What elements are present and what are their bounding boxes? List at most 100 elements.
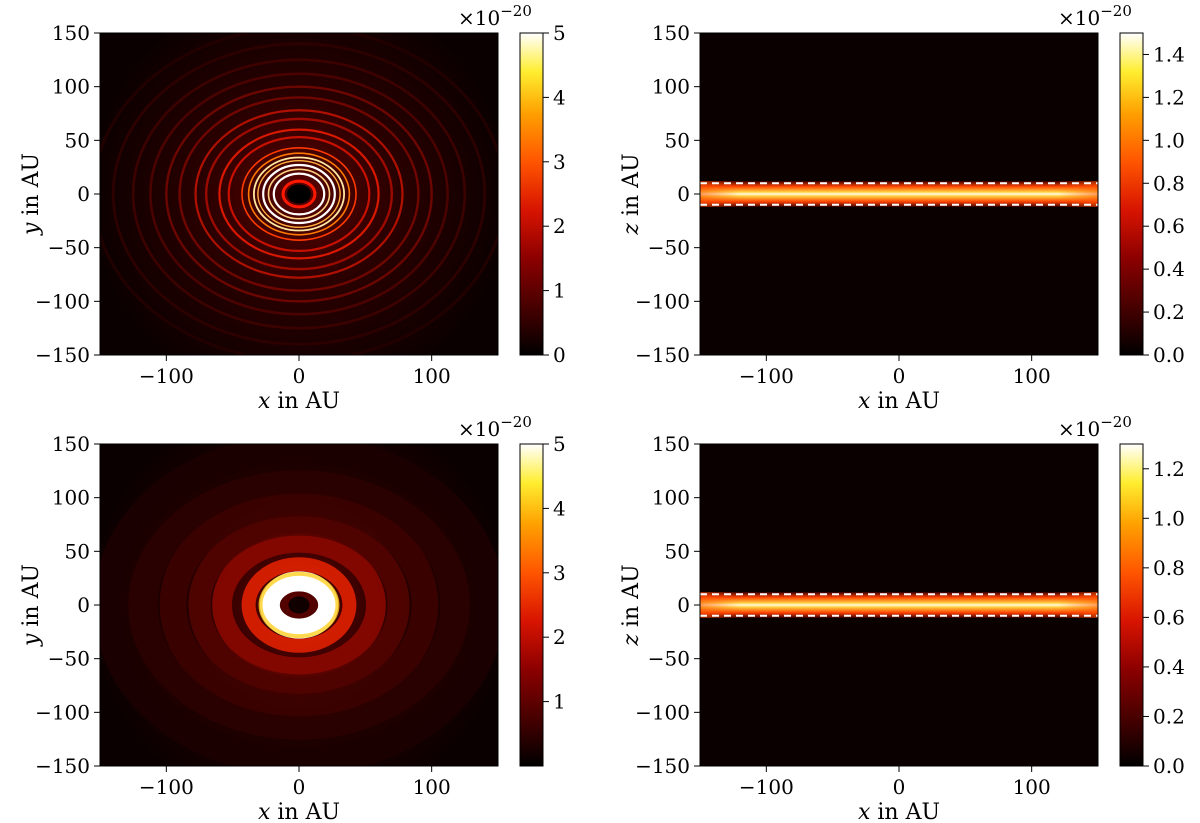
- colorbar-tick-label: 2: [553, 214, 566, 238]
- colorbar-tick-label: 2: [553, 625, 566, 649]
- colorbar-tick-label: 0.0: [1153, 343, 1185, 367]
- y-tick-label: 150: [652, 432, 690, 456]
- ring-mark: [258, 571, 340, 639]
- ring-mark: [247, 152, 351, 236]
- colorbar-tick-label: 1.0: [1153, 506, 1185, 530]
- ring-mark: [241, 557, 357, 653]
- ring-mark: [194, 109, 404, 279]
- y-tick-label: 100: [52, 75, 90, 99]
- y-tick-label: −50: [48, 236, 90, 260]
- y-tick-label: −50: [648, 236, 690, 260]
- colorbar-tick-label: 3: [553, 150, 566, 174]
- x-tick-label: −100: [139, 364, 194, 388]
- ring-mark: [272, 172, 326, 216]
- colorbar-scale-label: ×10−20: [1058, 2, 1132, 30]
- y-tick-label: 0: [77, 593, 90, 617]
- ring-mark: [252, 156, 346, 232]
- colorbar-tick-label: 4: [553, 85, 566, 109]
- ring-mark: [159, 489, 439, 721]
- x-tick-label: 0: [293, 364, 306, 388]
- ring-mark: [100, 444, 498, 766]
- colorbar-scale-label: ×10−20: [458, 2, 532, 30]
- y-tick-label: −100: [635, 289, 690, 313]
- ring-mark: [218, 128, 380, 260]
- heatmap-bottom-right: −100 0 100 150 100 50 0 −50 −100 −150 x in AU z in …: [619, 413, 1185, 823]
- colorbar-tick-label: 0.6: [1153, 605, 1185, 629]
- y-tick-label: −150: [635, 343, 690, 367]
- ring-mark: [281, 179, 317, 209]
- y-axis-label: z in AU: [619, 153, 644, 235]
- central-hole: [288, 596, 310, 614]
- ring-mark: [188, 513, 410, 697]
- colorbar-tick-label: 1.2: [1153, 85, 1185, 109]
- colorbar-tick-label: 4: [553, 496, 566, 520]
- y-tick-label: 50: [65, 128, 90, 152]
- y-tick-label: 100: [52, 486, 90, 510]
- y-tick-label: 150: [652, 21, 690, 45]
- x-axis-label: x in AU: [258, 800, 340, 823]
- y-tick-label: 100: [652, 75, 690, 99]
- colorbar-tick-label: 1.0: [1153, 128, 1185, 152]
- colorbar-tick-label: 0.4: [1153, 257, 1185, 281]
- colorbar: [519, 443, 544, 767]
- ring-mark: [267, 168, 331, 220]
- heatmap-image: [700, 181, 1098, 207]
- y-tick-label: −100: [35, 289, 90, 313]
- y-tick-label: 150: [52, 432, 90, 456]
- y-tick-label: 0: [677, 593, 690, 617]
- y-tick-label: 50: [65, 539, 90, 563]
- y-tick-label: −50: [48, 647, 90, 671]
- y-axis-label: z in AU: [619, 564, 644, 646]
- colorbar-tick-label: 0.4: [1153, 655, 1185, 679]
- x-tick-label: −100: [739, 364, 794, 388]
- ring-mark: [241, 147, 357, 241]
- colorbar: [519, 32, 544, 356]
- colorbar-scale-label: ×10−20: [1058, 413, 1132, 441]
- heatmap-bottom-left: −100 0 100 150 100 50 0 −50 −100 −150 x in AU y in …: [19, 413, 566, 823]
- y-tick-label: −100: [635, 700, 690, 724]
- colorbar-tick-label: 0.8: [1153, 556, 1185, 580]
- colorbar-tick-label: 0.2: [1153, 704, 1185, 728]
- y-tick-label: 0: [677, 182, 690, 206]
- y-tick-label: 50: [665, 539, 690, 563]
- colorbar-tick-label: 1: [553, 690, 566, 714]
- colorbar-tick-label: 0.8: [1153, 171, 1185, 195]
- x-axis-label: x in AU: [858, 800, 940, 823]
- ring-mark: [212, 532, 386, 678]
- colorbar-tick-label: 5: [553, 21, 566, 45]
- panel-bottom-right: −100 0 100 150 100 50 0 −50 −100 −150 x in AU z in …: [600, 411, 1200, 823]
- central-hole: [287, 184, 311, 204]
- heatmap-image: [100, 33, 498, 355]
- ring-mark: [111, 42, 487, 346]
- x-axis-label: x in AU: [258, 389, 340, 411]
- y-tick-label: −150: [35, 343, 90, 367]
- colorbar-tick-label: 1.2: [1153, 457, 1185, 481]
- ring-mark: [259, 571, 339, 639]
- y-tick-label: 150: [52, 21, 90, 45]
- y-tick-label: −100: [35, 700, 90, 724]
- x-tick-label: −100: [139, 775, 194, 799]
- ring-mark: [227, 136, 371, 252]
- colorbar: [1119, 443, 1144, 767]
- colorbar-tick-label: 1: [553, 279, 566, 303]
- y-tick-label: −150: [35, 754, 90, 778]
- panel-top-left: −100 0 100 150 100 50 0 −50 −100 −150 x in AU y in …: [0, 0, 600, 411]
- x-tick-label: 0: [293, 775, 306, 799]
- colorbar-scale-label: ×10−20: [458, 413, 532, 441]
- colorbar-tick-label: 0.0: [1153, 754, 1185, 778]
- y-axis-label: y in AU: [19, 564, 44, 647]
- ring-mark: [204, 117, 394, 271]
- colorbar-tick-label: 5: [553, 432, 566, 456]
- y-tick-label: −150: [635, 754, 690, 778]
- x-tick-label: 100: [1013, 364, 1051, 388]
- colorbar-tick-label: 3: [553, 561, 566, 585]
- y-tick-label: 100: [652, 486, 690, 510]
- y-axis-label: y in AU: [19, 153, 44, 236]
- x-tick-label: 0: [893, 364, 906, 388]
- heatmap-image: [100, 444, 498, 766]
- colorbar-tick-label: 0: [553, 343, 566, 367]
- x-axis-label: x in AU: [858, 389, 940, 411]
- x-tick-label: 100: [1013, 775, 1051, 799]
- y-tick-label: 50: [665, 128, 690, 152]
